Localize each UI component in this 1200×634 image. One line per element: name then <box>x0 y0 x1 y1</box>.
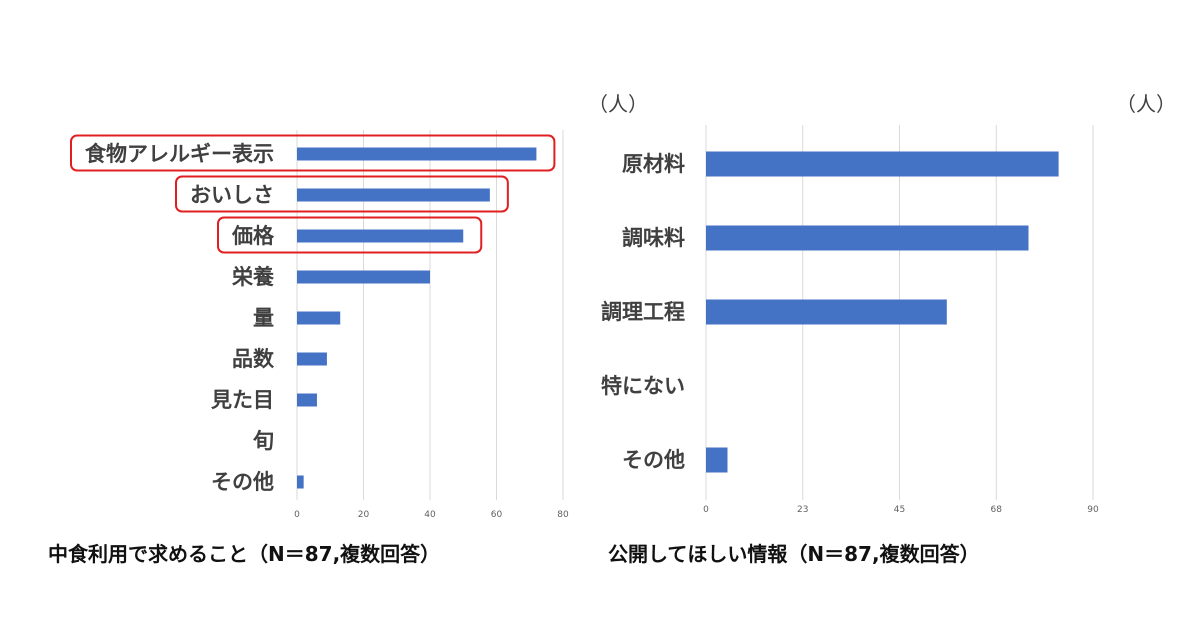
left-category-label: 量 <box>253 306 274 330</box>
left-highlight-box <box>70 134 556 172</box>
right-category-label: 原材料 <box>622 152 685 176</box>
right-chart-caption: 公開してほしい情報（N＝87,複数回答） <box>608 542 980 566</box>
left-tick-label: 80 <box>557 510 569 520</box>
right-bar <box>706 225 1029 251</box>
left-category-label: 食物アレルギー表示 <box>85 142 274 166</box>
right-tick-label: 0 <box>703 505 709 515</box>
left-bar <box>297 188 490 202</box>
left-highlight-box <box>217 216 483 254</box>
left-unit-label: （人） <box>588 92 648 116</box>
left-bar <box>297 352 327 366</box>
left-bar <box>297 475 304 489</box>
right-tick-label: 23 <box>797 505 808 515</box>
left-highlight-box <box>175 175 509 213</box>
left-bar <box>297 393 317 407</box>
left-tick-label: 60 <box>491 510 503 520</box>
left-bar <box>297 270 430 284</box>
right-bar <box>706 151 1059 177</box>
right-bar <box>706 299 947 325</box>
left-bar <box>297 311 341 325</box>
left-chart-caption: 中食利用で求めること（N＝87,複数回答） <box>48 542 440 566</box>
right-bar <box>706 447 728 473</box>
right-tick-label: 90 <box>1087 505 1099 515</box>
left-category-label: 価格 <box>231 224 275 248</box>
left-category-label: おいしさ <box>190 183 274 207</box>
left-bar <box>297 229 464 243</box>
right-tick-label: 68 <box>991 505 1003 515</box>
left-category-label: その他 <box>211 470 274 494</box>
left-tick-label: 20 <box>358 510 370 520</box>
right-tick-label: 45 <box>894 505 905 515</box>
left-bar <box>297 147 537 161</box>
left-category-label: 旬 <box>252 429 274 453</box>
left-category-label: 品数 <box>232 347 275 371</box>
right-category-label: 調味料 <box>622 226 685 250</box>
right-unit-label: （人） <box>1116 92 1176 116</box>
left-category-label: 見た目 <box>211 388 274 412</box>
left-category-label: 栄養 <box>231 265 275 289</box>
right-category-label: 調理工程 <box>601 300 685 324</box>
right-category-label: 特にない <box>601 374 685 398</box>
left-tick-label: 0 <box>294 510 300 520</box>
right-category-label: その他 <box>622 448 685 472</box>
left-tick-label: 40 <box>424 510 436 520</box>
